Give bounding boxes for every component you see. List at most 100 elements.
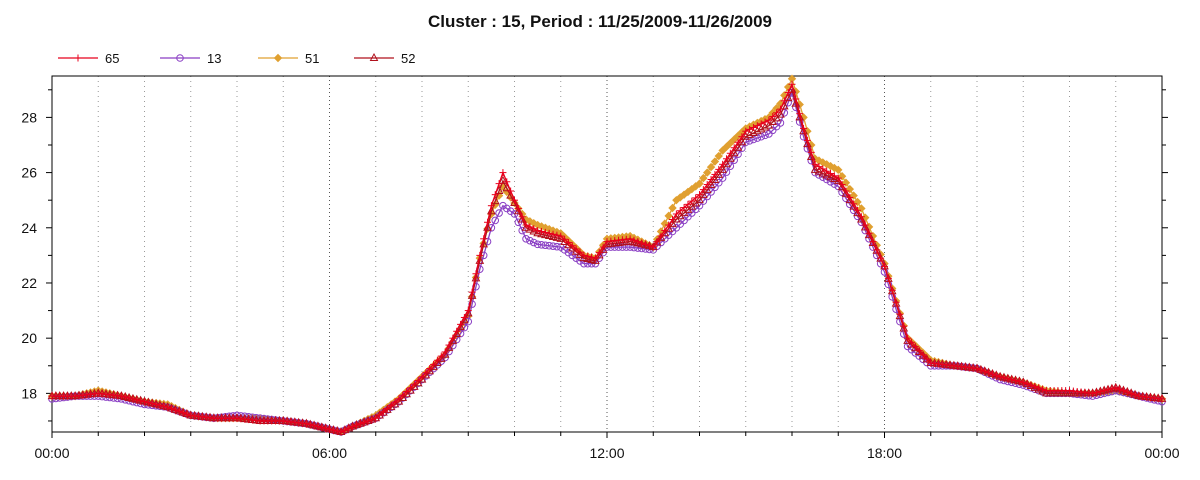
data-point [696, 191, 703, 199]
chart-title: Cluster : 15, Period : 11/25/2009-11/26/… [428, 12, 772, 31]
data-point [900, 322, 908, 330]
data-point [460, 323, 469, 332]
legend-entry-65: 65 [58, 51, 119, 66]
data-point [345, 424, 353, 432]
data-point [814, 166, 824, 175]
data-point [981, 367, 989, 375]
data-point [722, 155, 730, 163]
data-point [695, 195, 704, 204]
data-point [815, 163, 823, 171]
data-point [741, 131, 751, 140]
data-point [725, 153, 735, 162]
data-point [826, 172, 835, 181]
data-point [584, 252, 592, 260]
data-point [498, 175, 508, 184]
data-point [306, 421, 314, 429]
data-point [757, 120, 765, 128]
data-point [1039, 385, 1047, 393]
data-point [1023, 380, 1031, 388]
data-point [914, 346, 924, 355]
data-point [733, 142, 743, 151]
data-point [518, 213, 526, 221]
data-point [773, 109, 781, 117]
data-point [722, 159, 731, 168]
series-layer [47, 74, 1167, 437]
data-point [369, 52, 379, 61]
data-point [564, 248, 573, 257]
data-point [522, 235, 530, 243]
data-point [796, 110, 804, 118]
data-point [842, 187, 850, 195]
data-point [776, 119, 785, 127]
data-point [430, 360, 438, 368]
data-point [514, 206, 523, 215]
data-point [665, 221, 673, 229]
data-point [468, 300, 476, 308]
data-point [457, 320, 465, 328]
data-point [864, 230, 874, 239]
data-point [391, 398, 399, 406]
data-point [726, 149, 734, 157]
data-point [464, 317, 473, 326]
data-point [418, 373, 426, 381]
data-point [545, 241, 553, 250]
data-point [475, 255, 485, 264]
data-point [719, 160, 727, 168]
data-point [1089, 389, 1097, 397]
data-point [360, 418, 368, 426]
data-point [857, 213, 865, 221]
data-point [495, 209, 503, 217]
data-point [160, 402, 168, 410]
data-point [692, 194, 700, 202]
data-point [564, 239, 572, 247]
data-point [899, 323, 909, 332]
data-point [1027, 381, 1035, 389]
data-point [383, 405, 391, 413]
data-point [152, 400, 160, 408]
data-point [776, 105, 784, 113]
data-point [1123, 388, 1131, 396]
data-point [822, 170, 832, 179]
data-point [668, 219, 677, 228]
y-tick-label: 24 [21, 220, 37, 236]
data-point [591, 255, 600, 264]
data-point [572, 245, 580, 253]
data-point [1127, 389, 1135, 397]
grid [97, 76, 1117, 432]
data-point [544, 231, 554, 240]
data-point [129, 395, 137, 403]
data-point [891, 298, 901, 307]
data-point [1035, 384, 1043, 392]
data-point [837, 172, 847, 181]
data-point [1108, 385, 1116, 393]
data-point [653, 238, 661, 246]
data-point [788, 80, 796, 88]
data-point [449, 334, 457, 342]
legend-label: 13 [207, 51, 221, 66]
data-point [471, 273, 481, 282]
data-point [179, 409, 187, 417]
data-point [510, 197, 519, 206]
data-point [780, 97, 788, 105]
data-point [364, 417, 372, 425]
data-point [499, 169, 507, 177]
data-point [888, 286, 896, 294]
data-point [996, 373, 1004, 381]
data-point [800, 124, 808, 132]
data-point [1031, 382, 1039, 390]
data-point [711, 170, 719, 178]
data-point [680, 204, 688, 212]
data-point [649, 243, 657, 251]
data-point [410, 380, 418, 388]
data-point [703, 192, 712, 201]
data-point [668, 203, 677, 213]
data-point [877, 254, 885, 262]
data-point [626, 235, 634, 243]
data-point [376, 411, 384, 419]
data-point [175, 407, 183, 415]
data-point [1119, 387, 1127, 395]
data-point [881, 262, 888, 270]
data-point [823, 167, 831, 175]
data-point [1131, 391, 1139, 399]
